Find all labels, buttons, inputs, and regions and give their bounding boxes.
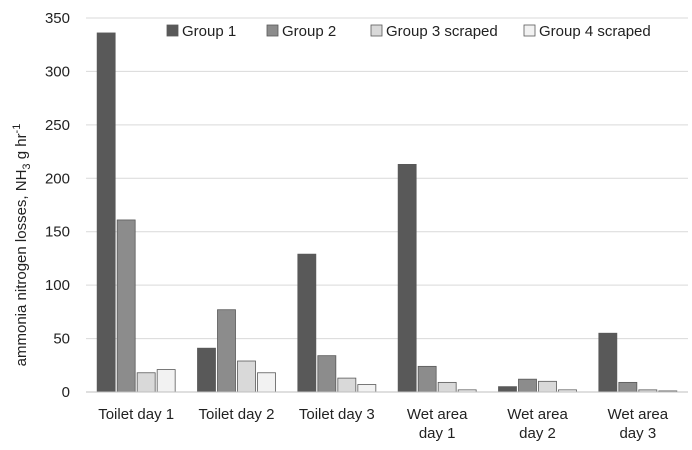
y-tick-label: 350 xyxy=(45,10,70,27)
y-tick-label: 250 xyxy=(45,117,70,134)
bar-group-1 xyxy=(397,163,417,393)
bar-group-2 xyxy=(116,219,136,393)
bar-group-3-scraped xyxy=(538,380,557,393)
bar-group-3-scraped xyxy=(437,381,457,393)
bar-group-2 xyxy=(317,355,337,393)
y-tick-label: 200 xyxy=(45,170,70,187)
x-tick-label: Toilet day 1 xyxy=(98,406,174,423)
bar-group-1 xyxy=(498,386,517,393)
legend-swatch xyxy=(166,24,179,37)
y-tick-label: 300 xyxy=(45,63,70,80)
y-tick-label: 100 xyxy=(45,277,70,294)
bar-group-4-scraped xyxy=(357,384,377,393)
x-tick-label: Wet area day 3 xyxy=(608,406,669,442)
x-tick-labels: Toilet day 1 Toilet day 2 Toilet day 3 Wet … xyxy=(98,406,669,442)
legend-label: Group 1 xyxy=(182,23,236,40)
legend-swatch xyxy=(370,24,383,37)
legend-label: Group 2 xyxy=(282,23,336,40)
legend-swatch xyxy=(266,24,279,37)
y-axis-label: ammonia nitrogen losses, NH3 g hr-1 xyxy=(11,124,33,367)
y-tick-labels: 0 50 100 150 200 250 300 350 xyxy=(45,10,70,401)
bar-group-4-scraped xyxy=(257,372,276,393)
y-tick-label: 0 xyxy=(62,384,70,401)
bar-group-4-scraped xyxy=(156,369,176,393)
legend-label: Group 3 scraped xyxy=(386,23,498,40)
gridlines xyxy=(86,17,688,340)
bars xyxy=(96,32,678,393)
legend-item: Group 3 scraped xyxy=(370,23,498,40)
bar-group-1 xyxy=(297,253,317,393)
bar-group-2 xyxy=(518,378,537,393)
bar-group-3-scraped xyxy=(237,360,256,393)
legend: Group 1 Group 2 Group 3 scraped Group 4 scr… xyxy=(166,23,651,40)
x-tick-label: Wet area day 1 xyxy=(407,406,468,442)
bar-group-3-scraped xyxy=(337,377,357,393)
bar-group-1 xyxy=(598,332,618,393)
bar-group-1 xyxy=(197,347,216,393)
bar-group-3-scraped xyxy=(136,372,156,393)
legend-item: Group 1 xyxy=(166,23,236,40)
legend-swatch xyxy=(523,24,536,37)
x-tick-label: Toilet day 3 xyxy=(299,406,375,423)
legend-item: Group 4 scraped xyxy=(523,23,651,40)
bar-group-2 xyxy=(618,381,638,393)
y-tick-label: 50 xyxy=(53,331,70,348)
y-tick-label: 150 xyxy=(45,224,70,241)
bar-group-2 xyxy=(417,365,437,393)
bar-group-1 xyxy=(96,32,116,393)
bar-group-2 xyxy=(217,309,236,393)
x-tick-label: Wet area day 2 xyxy=(507,406,568,442)
legend-label: Group 4 scraped xyxy=(539,23,651,40)
legend-item: Group 2 xyxy=(266,23,336,40)
x-tick-label: Toilet day 2 xyxy=(199,406,275,423)
